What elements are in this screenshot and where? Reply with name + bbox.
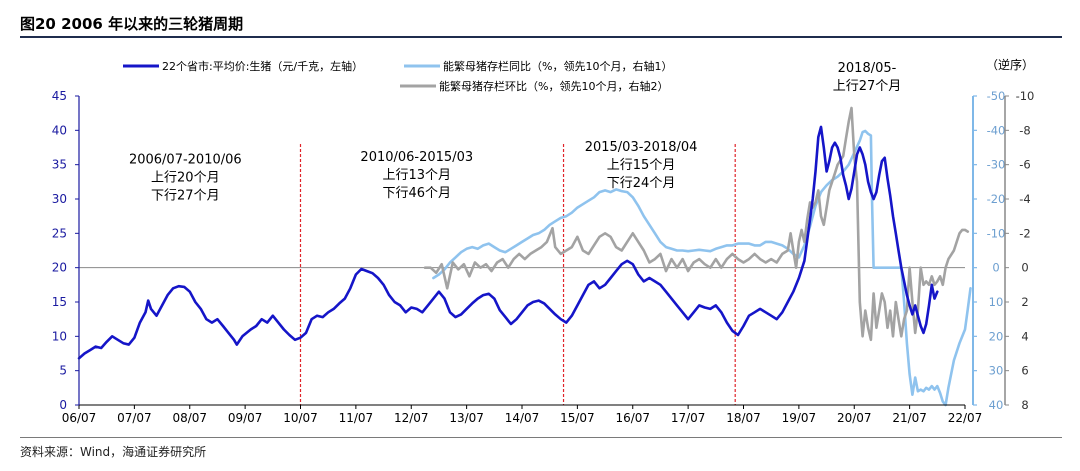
left-tick-label: 20 <box>52 261 67 275</box>
cycle-annotation-text: 2006/07-2010/06 <box>129 152 242 167</box>
right2-tick-label: -10 <box>1016 89 1035 103</box>
x-tick-label: 18/07 <box>726 411 761 425</box>
x-tick-label: 15/07 <box>560 411 595 425</box>
figure-title: 图20 2006 年以来的三轮猪周期 <box>20 15 244 33</box>
left-tick-label: 45 <box>52 89 67 103</box>
x-tick-label: 14/07 <box>505 411 540 425</box>
x-tick-label: 19/07 <box>782 411 817 425</box>
legend-label-0: 22个省市:平均价:生猪（元/千克，左轴） <box>162 59 363 73</box>
x-tick-label: 08/07 <box>172 411 207 425</box>
x-tick-label: 11/07 <box>339 411 374 425</box>
left-tick-label: 40 <box>52 123 67 137</box>
cycle-dividers <box>299 144 736 405</box>
x-tick-label: 10/07 <box>283 411 318 425</box>
right1-tick-label: -30 <box>987 158 1006 172</box>
right2-tick-label: 0 <box>1021 261 1028 275</box>
cycle-annotation-text: 下行46个月 <box>383 186 452 201</box>
cycle-annotation-text: 上行27个月 <box>833 79 902 94</box>
right1-tick-label: 40 <box>989 398 1004 412</box>
right1-tick-label: -10 <box>987 226 1006 240</box>
source-note: 资料来源：Wind，海通证券研究所 <box>20 445 207 459</box>
axes-layer: 06/07 07/07 08/07 09/07 10/07 11/07 12/07 13/07… <box>52 57 1035 425</box>
cycle-annotation-text: 下行24个月 <box>607 176 676 191</box>
right2-tick-label: 4 <box>1021 329 1028 343</box>
left-tick-label: 35 <box>52 158 67 172</box>
x-tick-label: 21/07 <box>892 411 927 425</box>
legend: 22个省市:平均价:生猪（元/千克，左轴） 能繁母猪存栏同比（%，领先10个月，右… <box>123 59 672 93</box>
right2-tick-label: 6 <box>1021 364 1028 378</box>
x-tick-label: 16/07 <box>615 411 650 425</box>
x-tick-label: 17/07 <box>671 411 706 425</box>
series-layer <box>77 106 972 407</box>
left-tick-label: 0 <box>59 398 67 412</box>
title-rule <box>20 36 1062 38</box>
sow-mom-series-line <box>423 106 970 342</box>
x-tick-label: 13/07 <box>449 411 484 425</box>
right2-tick-label: -8 <box>1019 123 1030 137</box>
cycle-annotation-text: 2018/05- <box>838 61 897 76</box>
right1-tick-label: 20 <box>989 329 1004 343</box>
reverse-order-label: （逆序） <box>986 57 1034 72</box>
right1-tick-label: 30 <box>989 364 1004 378</box>
right2-tick-label: -4 <box>1019 192 1030 206</box>
cycle-annotation-text: 上行13个月 <box>383 168 452 183</box>
x-tick-label: 07/07 <box>117 411 152 425</box>
x-tick-label: 20/07 <box>837 411 872 425</box>
left-tick-label: 5 <box>59 364 67 378</box>
cycle-annotation-text: 2010/06-2015/03 <box>360 150 473 165</box>
right2-tick-label: 8 <box>1021 398 1028 412</box>
right2-tick-label: -6 <box>1019 158 1030 172</box>
cycle-annotation-text: 下行27个月 <box>151 188 220 203</box>
right1-tick-label: -40 <box>987 123 1006 137</box>
right1-tick-label: 0 <box>992 261 999 275</box>
cycle-annotation-text: 上行20个月 <box>151 170 220 185</box>
right2-tick-label: -2 <box>1019 226 1030 240</box>
left-tick-label: 10 <box>52 329 67 343</box>
cycle-annotation-text: 2015/03-2018/04 <box>585 140 698 155</box>
left-tick-label: 15 <box>52 295 67 309</box>
right1-tick-label: -20 <box>987 192 1006 206</box>
left-tick-label: 25 <box>52 226 67 240</box>
x-tick-label: 06/07 <box>62 411 97 425</box>
legend-label-2: 能繁母猪存栏环比（%，领先10个月，右轴2） <box>439 79 668 93</box>
price-series-line <box>77 125 939 360</box>
x-tick-label: 22/07 <box>948 411 983 425</box>
legend-label-1: 能繁母猪存栏同比（%，领先10个月，右轴1） <box>443 59 672 73</box>
left-tick-label: 30 <box>52 192 67 206</box>
x-tick-label: 09/07 <box>228 411 263 425</box>
right1-tick-label: 10 <box>989 295 1004 309</box>
right1-tick-label: -50 <box>987 89 1006 103</box>
sow-yoy-series-line <box>432 129 972 407</box>
source-rule <box>20 437 1062 438</box>
x-tick-label: 12/07 <box>394 411 429 425</box>
cycle-annotation-text: 上行15个月 <box>607 158 676 173</box>
right2-tick-label: 2 <box>1021 295 1028 309</box>
